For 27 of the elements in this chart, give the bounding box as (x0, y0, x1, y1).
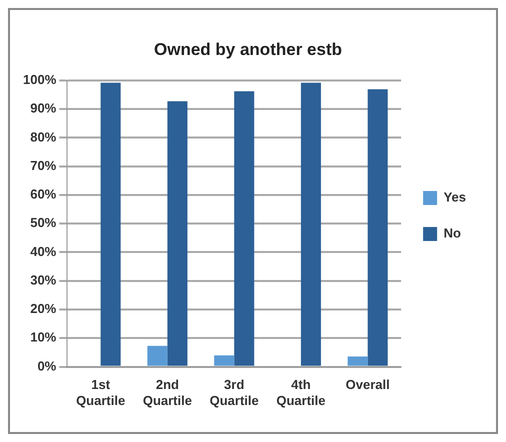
bar (214, 355, 234, 366)
y-tick-label: 10% (30, 330, 57, 345)
y-tick-label: 50% (30, 215, 57, 230)
y-tick-label: 60% (30, 186, 57, 202)
bar (300, 82, 321, 366)
chart-title: Owned by another estb (154, 40, 342, 59)
y-tick-label: 80% (30, 129, 57, 144)
x-tick-label: 4th Quartile (276, 377, 326, 408)
x-tick-label: 1st Quartile (76, 377, 126, 408)
bar (368, 89, 388, 366)
bar (234, 91, 254, 366)
bar (167, 101, 188, 366)
y-tick-label: 0% (37, 358, 57, 374)
x-tick-label: Overall (346, 377, 390, 392)
bar (100, 82, 121, 366)
bar (147, 346, 168, 366)
y-tick-label: 90% (30, 100, 57, 116)
legend-label: Yes (444, 190, 466, 205)
y-tick-label: 30% (30, 272, 57, 288)
y-tick-label: 40% (30, 244, 57, 259)
y-tick-label: 20% (30, 301, 57, 316)
y-tick-label: 70% (30, 158, 57, 173)
legend-label: No (444, 226, 461, 241)
y-tick-label: 100% (23, 72, 57, 87)
bar (348, 356, 368, 366)
x-tick-label: 2nd Quartile (142, 377, 192, 408)
x-tick-label: 3rd Quartile (210, 377, 259, 408)
